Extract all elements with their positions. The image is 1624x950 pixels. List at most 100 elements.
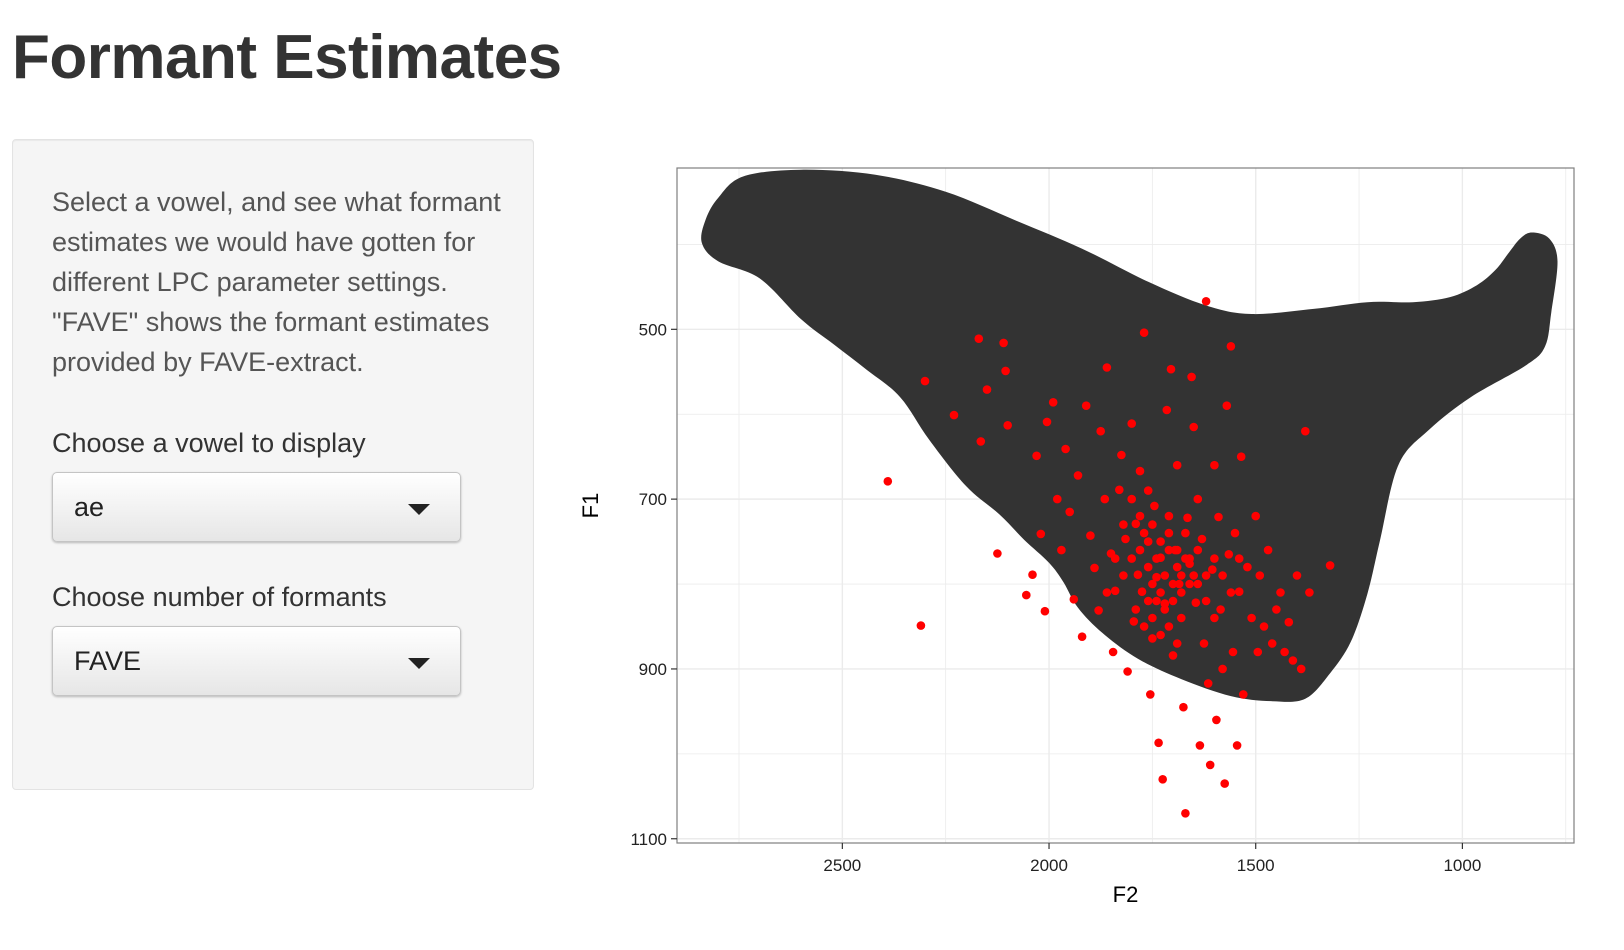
data-point	[1201, 297, 1211, 306]
data-point	[1061, 444, 1070, 454]
data-point	[1090, 563, 1099, 573]
data-point	[1160, 605, 1170, 614]
data-point	[1081, 401, 1091, 410]
data-point	[1135, 466, 1145, 476]
data-point	[1077, 632, 1087, 641]
data-point	[1143, 486, 1153, 495]
data-point	[1325, 561, 1335, 570]
data-point	[1288, 656, 1298, 665]
data-point	[1255, 571, 1265, 580]
formants-select[interactable]: FAVE	[52, 626, 461, 696]
y-tick-label: 900	[639, 660, 667, 679]
data-point	[974, 334, 984, 343]
data-point	[1119, 571, 1128, 580]
data-point	[1220, 779, 1229, 788]
data-point	[1216, 605, 1225, 614]
y-tick-label: 500	[639, 320, 667, 339]
data-point	[1276, 588, 1285, 597]
x-tick-label: 2500	[823, 856, 861, 875]
formants-select-label: Choose number of formants	[52, 582, 387, 612]
data-point	[1179, 702, 1188, 712]
data-point	[1135, 511, 1145, 521]
data-point	[1131, 519, 1141, 529]
data-point	[1168, 596, 1178, 606]
data-point	[993, 549, 1002, 558]
data-point	[1301, 426, 1310, 436]
estimate-region	[701, 169, 1558, 702]
data-point	[1164, 528, 1174, 538]
data-point	[1239, 690, 1248, 699]
data-point	[1127, 554, 1136, 563]
data-point	[1152, 554, 1161, 563]
data-point	[916, 621, 926, 630]
data-point	[1032, 451, 1041, 461]
data-point	[1143, 562, 1153, 572]
data-point	[1042, 417, 1052, 427]
data-point	[1156, 630, 1165, 640]
data-point	[1174, 579, 1184, 589]
data-point	[1110, 554, 1120, 563]
data-point	[1187, 372, 1196, 382]
data-point	[982, 385, 992, 394]
data-point	[1162, 405, 1172, 415]
data-point	[1127, 494, 1136, 504]
data-point	[1189, 422, 1198, 432]
data-point	[1108, 647, 1118, 657]
data-point	[1158, 775, 1167, 784]
data-point	[1234, 554, 1244, 563]
data-point	[1152, 596, 1161, 606]
data-point	[1172, 562, 1182, 572]
data-point	[1193, 494, 1203, 504]
data-point	[999, 338, 1008, 348]
data-point	[1226, 342, 1236, 351]
data-point	[1139, 328, 1149, 337]
data-point	[1069, 595, 1079, 604]
vowel-select[interactable]: ae	[52, 472, 461, 542]
vowel-select-label: Choose a vowel to display	[52, 428, 366, 458]
data-point	[1280, 647, 1289, 657]
data-point	[1166, 364, 1176, 374]
data-point	[1292, 571, 1302, 580]
data-point	[1247, 613, 1256, 623]
x-axis-ticks: 2500 2000 1500 1000	[823, 843, 1481, 875]
data-point	[1177, 613, 1186, 623]
data-point	[1057, 545, 1066, 555]
data-point	[1259, 622, 1269, 631]
data-point	[1201, 571, 1211, 580]
data-point	[1148, 613, 1157, 623]
data-point	[1156, 537, 1165, 546]
data-point	[1172, 545, 1182, 555]
data-point	[1185, 554, 1194, 563]
data-point	[1296, 664, 1306, 674]
data-point	[1123, 667, 1132, 676]
data-point	[1137, 587, 1147, 596]
data-point	[1210, 613, 1219, 623]
data-point	[1115, 485, 1124, 495]
data-point	[1177, 588, 1186, 597]
data-point	[1191, 598, 1201, 607]
data-point	[1177, 571, 1186, 580]
data-point	[1203, 679, 1213, 688]
y-axis-label: F1	[580, 493, 603, 519]
data-point	[1164, 622, 1174, 631]
y-tick-label: 700	[639, 490, 667, 509]
data-point	[1121, 534, 1130, 544]
formants-select-value: FAVE	[74, 646, 142, 676]
data-point	[1263, 545, 1273, 555]
data-point	[1243, 562, 1252, 572]
data-point	[1168, 651, 1178, 660]
data-point	[1230, 528, 1240, 538]
x-tick-label: 2000	[1030, 856, 1068, 875]
data-point	[1183, 513, 1192, 523]
data-point	[1189, 571, 1198, 580]
page-title: Formant Estimates	[12, 23, 562, 92]
data-point	[1197, 534, 1207, 544]
data-point	[1212, 715, 1221, 725]
data-point	[1129, 617, 1139, 626]
data-point	[1148, 579, 1157, 589]
data-point	[1205, 760, 1215, 770]
chevron-down-icon	[408, 504, 430, 515]
data-point	[1022, 590, 1031, 600]
data-point	[1185, 579, 1194, 589]
data-point	[1181, 528, 1190, 538]
